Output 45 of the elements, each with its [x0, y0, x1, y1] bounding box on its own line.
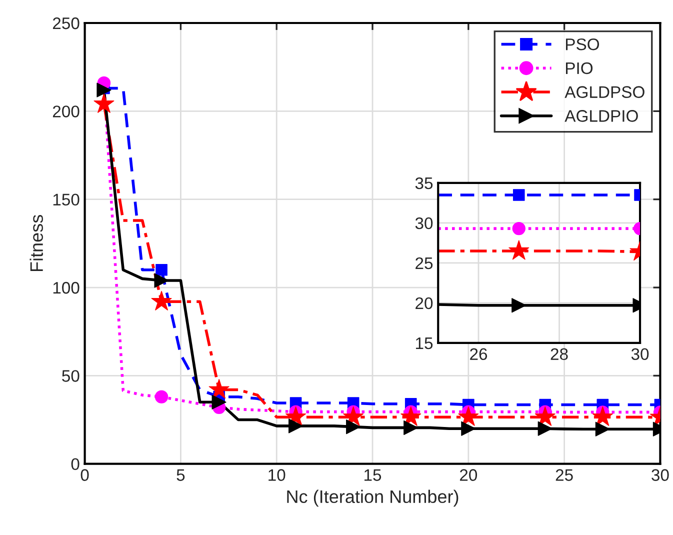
- y-tick-label: 35: [415, 177, 433, 190]
- legend-label: AGLDPSO: [564, 86, 644, 98]
- x-axis-title: Nc (Iteration Number): [287, 490, 458, 507]
- point: [154, 273, 169, 288]
- y-tick-label: 200: [52, 106, 80, 118]
- point: [400, 406, 422, 426]
- x-tick-label: 30: [652, 469, 669, 481]
- y-tick-label: 15: [416, 338, 433, 350]
- point: [208, 379, 230, 399]
- x-tick-label: 25: [556, 469, 573, 481]
- x-tick-label: 26: [470, 348, 488, 360]
- x-tick-label: 28: [550, 348, 568, 360]
- x-tick-label: 30: [631, 348, 649, 360]
- point: [346, 420, 361, 434]
- point: [461, 421, 476, 436]
- y-axis-title: Fitness: [30, 214, 44, 272]
- y-tick-label: 0: [71, 458, 80, 470]
- point: [94, 93, 114, 113]
- y-tick-label: 50: [62, 370, 80, 382]
- legend-label: PIO: [566, 62, 593, 74]
- point: [96, 82, 112, 98]
- point: [212, 394, 226, 410]
- legend-label: AGLDPIO: [564, 110, 638, 122]
- point: [595, 422, 610, 436]
- y-tick-label: 150: [53, 194, 80, 206]
- y-tick-label: 100: [53, 282, 80, 294]
- x-tick-label: 20: [460, 469, 478, 481]
- point: [154, 390, 168, 404]
- point: [343, 406, 364, 426]
- point: [288, 418, 304, 434]
- x-tick-label: 10: [268, 469, 286, 481]
- x-tick-label: 0: [80, 469, 89, 481]
- point: [458, 406, 479, 426]
- point: [156, 264, 168, 276]
- y-tick-label: 250: [52, 17, 80, 30]
- legend-label: PSO: [566, 38, 600, 50]
- point: [534, 406, 556, 426]
- point: [592, 406, 613, 426]
- point: [538, 421, 552, 436]
- y-tick-label: 30: [415, 217, 433, 230]
- y-tick-label: 20: [416, 297, 433, 310]
- x-tick-label: 15: [364, 469, 382, 481]
- point: [151, 290, 172, 310]
- x-tick-label: 5: [176, 469, 185, 481]
- y-tick-label: 25: [416, 257, 433, 270]
